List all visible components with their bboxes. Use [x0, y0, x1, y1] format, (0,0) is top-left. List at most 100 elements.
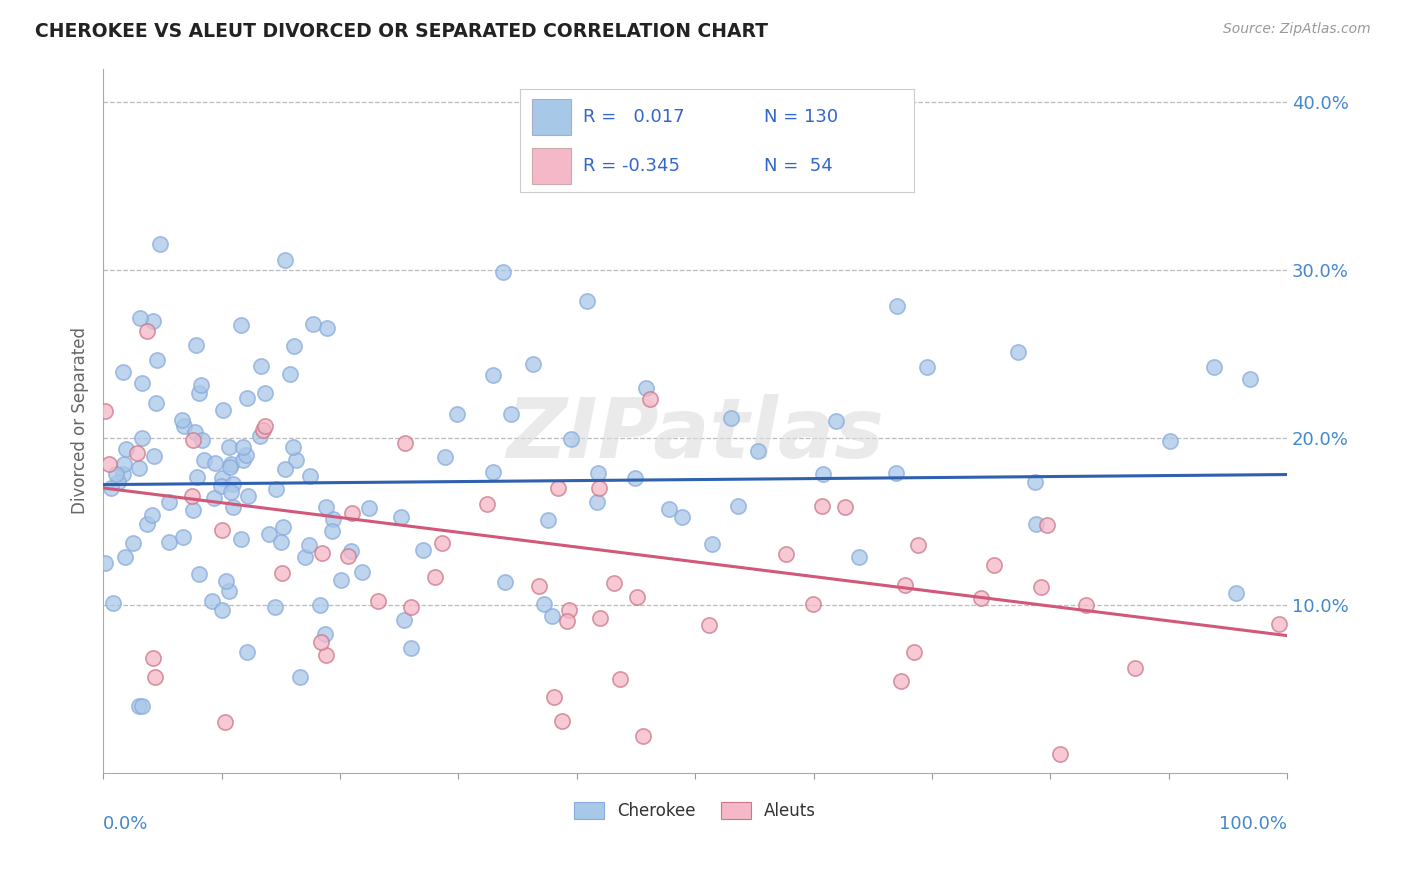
- Point: [412, 543, 434, 558]
- Point: [107, 475, 129, 490]
- Point: [699, 618, 721, 632]
- Point: [278, 367, 301, 381]
- Point: [321, 524, 343, 539]
- Point: [181, 502, 204, 516]
- Point: [222, 500, 245, 514]
- Point: [186, 338, 208, 352]
- Point: [551, 714, 574, 728]
- Point: [671, 509, 693, 524]
- Text: CHEROKEE VS ALEUT DIVORCED OR SEPARATED CORRELATION CHART: CHEROKEE VS ALEUT DIVORCED OR SEPARATED …: [35, 22, 768, 41]
- Text: R = -0.345: R = -0.345: [583, 157, 681, 175]
- Point: [184, 425, 207, 439]
- Point: [100, 481, 122, 495]
- Point: [589, 611, 612, 625]
- Point: [315, 648, 337, 662]
- Point: [131, 376, 153, 390]
- Point: [187, 567, 209, 582]
- Point: [193, 453, 215, 467]
- Point: [433, 450, 456, 464]
- Point: [423, 570, 446, 584]
- Point: [1225, 585, 1247, 599]
- Point: [350, 566, 373, 580]
- Point: [264, 482, 287, 496]
- Point: [274, 461, 297, 475]
- Point: [824, 414, 846, 428]
- Point: [1049, 747, 1071, 761]
- Point: [907, 538, 929, 552]
- Point: [222, 477, 245, 491]
- Point: [394, 435, 416, 450]
- Point: [638, 392, 661, 406]
- Point: [257, 526, 280, 541]
- Point: [202, 491, 225, 505]
- Point: [893, 578, 915, 592]
- Point: [285, 452, 308, 467]
- Point: [658, 501, 681, 516]
- Point: [775, 547, 797, 561]
- Point: [112, 366, 135, 380]
- Point: [146, 352, 169, 367]
- Point: [181, 434, 204, 448]
- Point: [340, 506, 363, 520]
- Point: [536, 513, 558, 527]
- Point: [112, 457, 135, 471]
- Point: [558, 603, 581, 617]
- Point: [142, 650, 165, 665]
- Point: [172, 412, 194, 426]
- Point: [253, 419, 276, 434]
- Point: [399, 600, 422, 615]
- Point: [270, 535, 292, 549]
- Point: [315, 500, 337, 515]
- Point: [298, 539, 321, 553]
- Point: [143, 449, 166, 463]
- Bar: [531, 99, 571, 136]
- Point: [1159, 434, 1181, 448]
- Point: [626, 590, 648, 604]
- Point: [128, 699, 150, 714]
- Point: [294, 550, 316, 565]
- Point: [129, 311, 152, 326]
- Point: [1267, 617, 1289, 632]
- Point: [917, 359, 939, 374]
- Point: [886, 299, 908, 313]
- Point: [211, 471, 233, 485]
- Point: [211, 602, 233, 616]
- Point: [121, 536, 143, 550]
- Point: [136, 517, 159, 532]
- Point: [389, 509, 412, 524]
- Point: [1123, 661, 1146, 675]
- Point: [322, 512, 344, 526]
- Text: Source: ZipAtlas.com: Source: ZipAtlas.com: [1223, 22, 1371, 37]
- Point: [172, 530, 194, 544]
- Point: [394, 613, 416, 627]
- Point: [636, 381, 658, 395]
- Point: [543, 690, 565, 705]
- Point: [576, 293, 599, 308]
- Point: [235, 448, 257, 462]
- Point: [329, 573, 352, 587]
- Point: [211, 523, 233, 537]
- Point: [316, 320, 339, 334]
- Point: [1025, 516, 1047, 531]
- Point: [529, 579, 551, 593]
- Point: [131, 431, 153, 445]
- Point: [231, 533, 253, 547]
- Point: [236, 392, 259, 406]
- Point: [475, 497, 498, 511]
- Text: R =   0.017: R = 0.017: [583, 109, 685, 127]
- Point: [586, 466, 609, 480]
- Point: [302, 318, 325, 332]
- Point: [111, 467, 134, 481]
- Point: [157, 495, 180, 509]
- Point: [609, 673, 631, 687]
- Point: [1031, 580, 1053, 594]
- Text: 0.0%: 0.0%: [103, 815, 149, 833]
- Point: [145, 395, 167, 409]
- Point: [727, 499, 749, 513]
- Point: [720, 411, 742, 425]
- Point: [311, 635, 333, 649]
- Point: [249, 359, 271, 373]
- Point: [212, 403, 235, 417]
- Point: [264, 599, 287, 614]
- Point: [481, 465, 503, 479]
